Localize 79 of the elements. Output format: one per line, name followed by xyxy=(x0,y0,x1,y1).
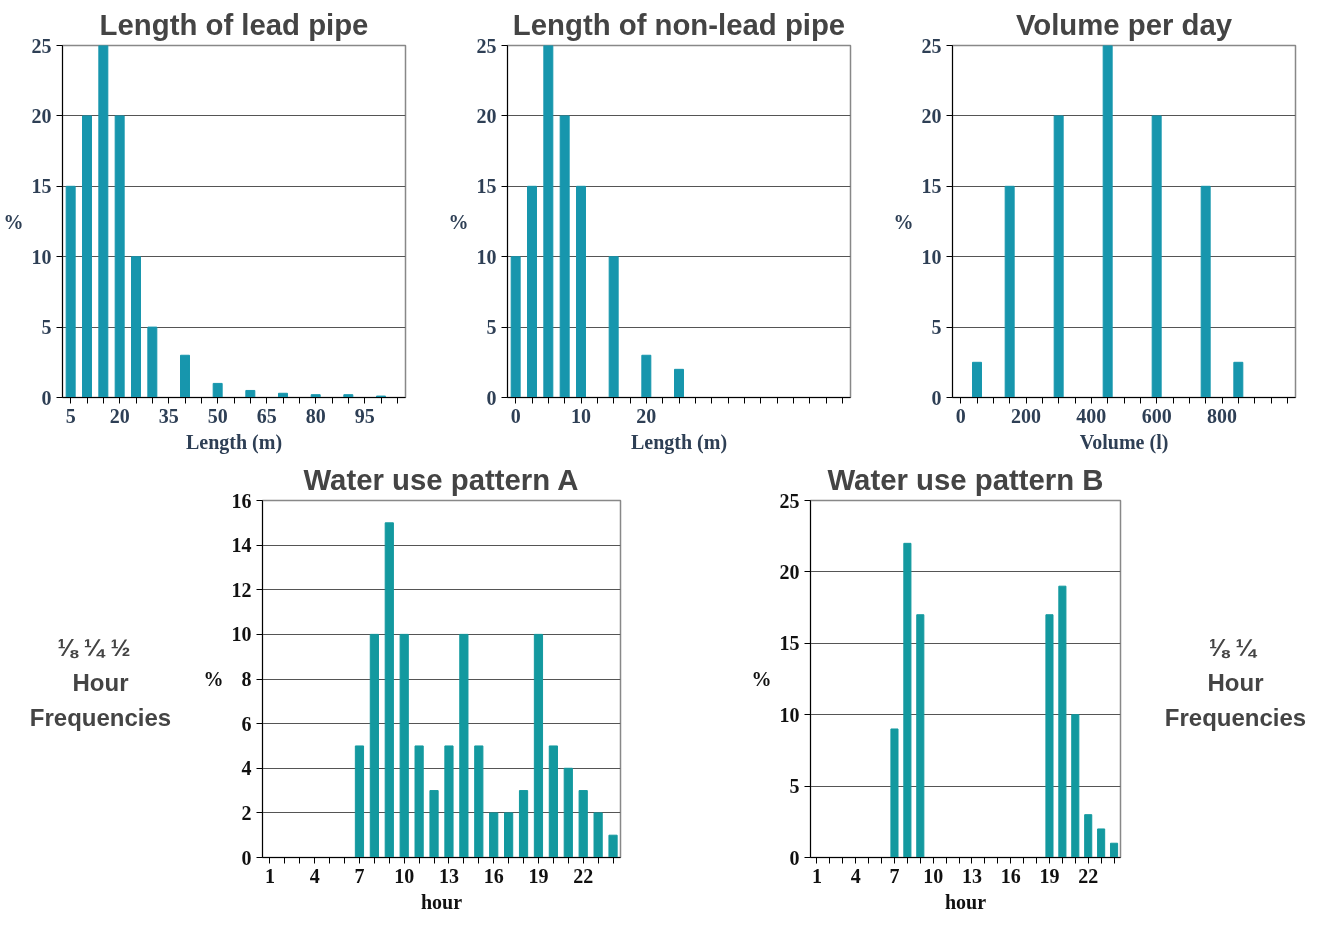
x-tick-label: 13 xyxy=(961,864,982,887)
chart-title: Length of lead pipe xyxy=(99,7,369,41)
x-tick-label: 80 xyxy=(305,404,326,427)
x-tick-label: 7 xyxy=(889,864,900,887)
x-tick-label: 13 xyxy=(438,864,459,887)
x-tick-label: 19 xyxy=(528,864,549,887)
y-tick-label: 15 xyxy=(779,632,800,655)
y-tick-label: 20 xyxy=(31,104,52,127)
x-tick-label: 0 xyxy=(955,404,966,427)
y-tick-label: 6 xyxy=(241,712,252,735)
y-tick-label: 15 xyxy=(921,175,942,198)
x-axis-title: hour xyxy=(420,890,463,913)
x-tick-label: 10 xyxy=(394,864,415,887)
y-tick-label: 10 xyxy=(231,623,252,646)
x-tick-label: 16 xyxy=(1000,864,1021,887)
y-axis-title: % xyxy=(203,668,224,690)
y-axis-title: % xyxy=(893,210,914,233)
x-tick-label: 22 xyxy=(1078,864,1099,887)
y-axis-title: % xyxy=(3,210,24,233)
y-tick-label: 8 xyxy=(241,668,252,690)
y-tick-label: 10 xyxy=(476,245,497,268)
x-tick-label: 10 xyxy=(571,404,591,427)
y-tick-label: 4 xyxy=(241,757,252,780)
y-tick-label: 10 xyxy=(921,245,942,268)
y-tick-label: 25 xyxy=(779,489,800,512)
text: ⅛ ¼ ½ Hour Frequencies xyxy=(29,634,172,732)
y-tick-label: 20 xyxy=(779,560,800,583)
x-axis-title: Volume (l) xyxy=(1079,430,1169,454)
y-tick-label: 16 xyxy=(231,489,252,512)
y-tick-label: 10 xyxy=(779,703,800,726)
x-axis-title: hour xyxy=(944,890,987,913)
y-tick-label: 10 xyxy=(31,245,52,268)
y-tick-label: 0 xyxy=(486,386,497,409)
x-tick-label: 1 xyxy=(811,864,822,887)
y-tick-label: 5 xyxy=(789,775,800,798)
y-axis-title: % xyxy=(448,210,469,233)
x-tick-label: 400 xyxy=(1076,404,1107,427)
x-tick-label: 4 xyxy=(309,864,320,887)
y-tick-label: 0 xyxy=(41,386,52,409)
chart-title: Water use pattern A xyxy=(303,462,579,496)
chart-title: Water use pattern B xyxy=(827,462,1104,496)
y-tick-label: 14 xyxy=(231,534,252,557)
x-tick-label: 35 xyxy=(158,404,179,427)
x-tick-label: 95 xyxy=(354,404,375,427)
x-tick-label: 5 xyxy=(65,404,76,427)
x-tick-label: 19 xyxy=(1039,864,1060,887)
x-axis-title: Length (m) xyxy=(630,430,728,454)
y-tick-label: 0 xyxy=(241,846,252,869)
x-tick-label: 4 xyxy=(850,864,861,887)
x-tick-label: 1 xyxy=(264,864,275,887)
y-tick-label: 0 xyxy=(931,386,942,409)
x-tick-label: 65 xyxy=(256,404,277,427)
y-tick-label: 25 xyxy=(476,34,497,57)
y-tick-label: 25 xyxy=(31,34,52,57)
y-tick-label: 15 xyxy=(476,175,497,198)
x-tick-label: 22 xyxy=(573,864,594,887)
y-axis-title: % xyxy=(751,668,772,690)
x-axis-title: Length (m) xyxy=(185,430,283,454)
y-tick-label: 2 xyxy=(241,801,252,824)
x-tick-label: 20 xyxy=(109,404,130,427)
y-tick-label: 5 xyxy=(931,316,942,339)
text: ⅛ ¼ Hour Frequencies xyxy=(1164,634,1307,732)
x-tick-label: 50 xyxy=(207,404,228,427)
x-tick-label: 20 xyxy=(636,404,657,427)
y-tick-label: 25 xyxy=(921,34,942,57)
x-tick-label: 800 xyxy=(1207,404,1237,427)
x-tick-label: 0 xyxy=(510,404,521,427)
y-tick-label: 5 xyxy=(486,316,497,339)
y-tick-label: 12 xyxy=(231,578,252,601)
x-tick-label: 600 xyxy=(1141,404,1172,427)
y-tick-label: 0 xyxy=(789,846,800,869)
chart-title: Length of non-lead pipe xyxy=(512,7,846,41)
x-tick-label: 7 xyxy=(354,864,365,887)
y-tick-label: 20 xyxy=(921,104,942,127)
x-tick-label: 200 xyxy=(1011,404,1041,427)
y-tick-label: 5 xyxy=(41,316,52,339)
y-tick-label: 20 xyxy=(476,104,497,127)
y-tick-label: 15 xyxy=(31,175,52,198)
chart-title: Volume per day xyxy=(1015,7,1233,41)
